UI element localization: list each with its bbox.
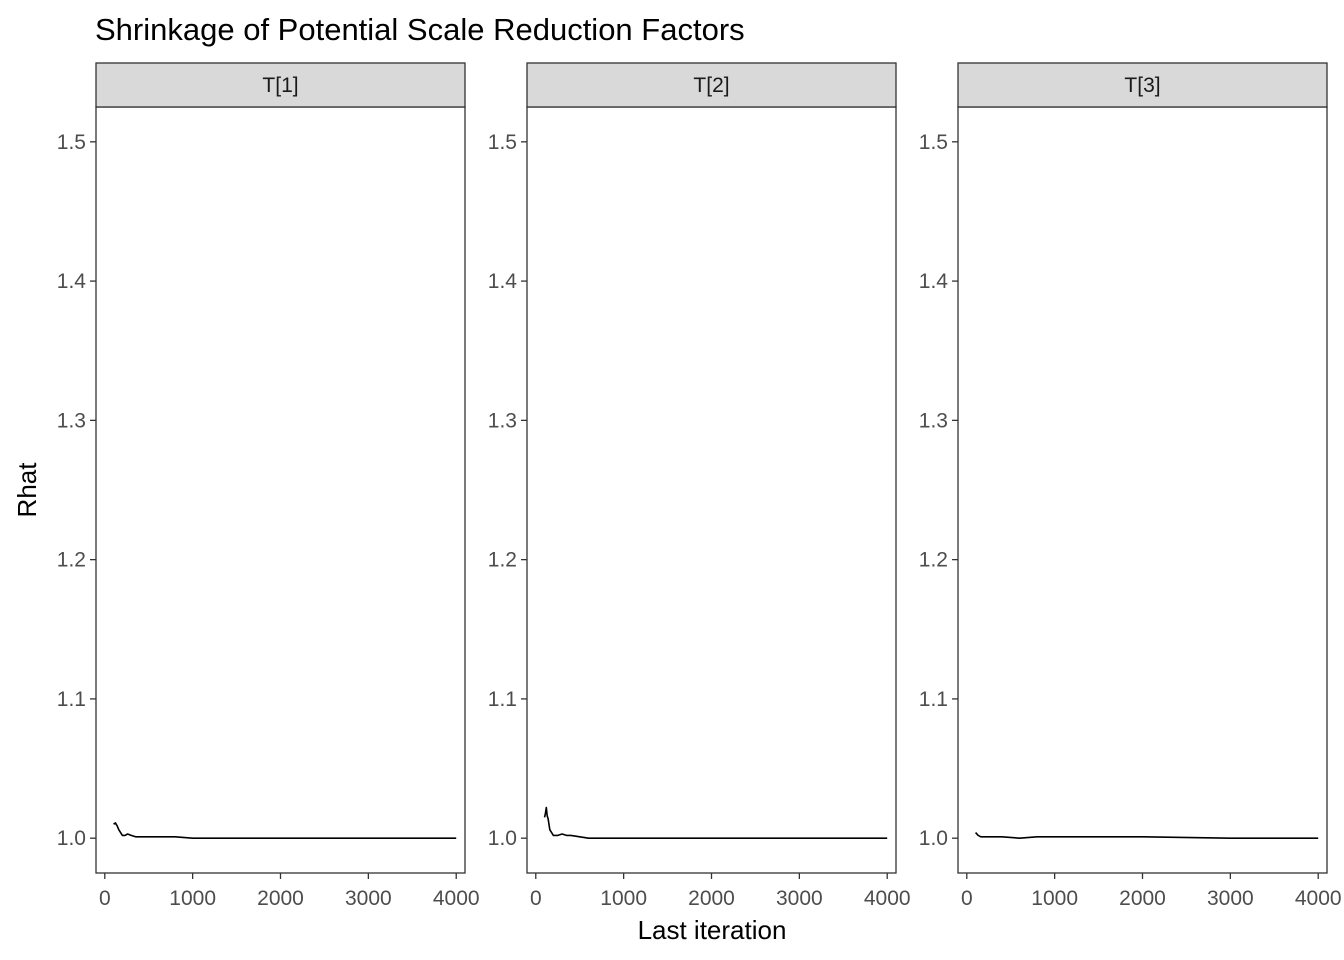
facet-strip [526, 62, 897, 108]
y-tick-label: 1.1 [57, 688, 86, 711]
y-axis-title: Rhat [12, 462, 42, 518]
x-tick-label: 3000 [776, 887, 823, 910]
x-tick-label: 2000 [688, 887, 735, 910]
y-tick-label: 1.3 [919, 409, 948, 432]
y-tick-label: 1.4 [57, 270, 87, 293]
facet-panel-2: T[2] 1.0 1.1 1.2 1.3 1.4 1.5 0 1000 2000 3000 4000 [488, 62, 911, 910]
y-tick-label: 1.2 [488, 549, 517, 572]
x-tick-label: 0 [530, 887, 542, 910]
x-tick-label: 1000 [169, 887, 216, 910]
facet-strip-label: T[1] [262, 74, 298, 97]
y-tick-label: 1.0 [57, 827, 86, 850]
x-tick-label: 0 [961, 887, 973, 910]
facet-strip-label: T[2] [693, 74, 729, 97]
chart-title: Shrinkage of Potential Scale Reduction F… [95, 12, 745, 47]
y-tick-label: 1.1 [919, 688, 948, 711]
x-tick-label: 4000 [1295, 887, 1342, 910]
y-tick-label: 1.4 [919, 270, 949, 293]
panel-border [957, 106, 1328, 874]
y-tick-label: 1.5 [919, 131, 948, 154]
panel-border [95, 106, 466, 874]
y-tick-label: 1.4 [488, 270, 518, 293]
y-tick-label: 1.1 [488, 688, 517, 711]
y-tick-label: 1.5 [57, 131, 86, 154]
panel-border [526, 106, 897, 874]
x-tick-label: 0 [99, 887, 111, 910]
facet-panel-1: T[1] 1.0 1.1 1.2 1.3 1.4 1.5 0 1000 2000 3000 4000 [57, 62, 480, 910]
x-tick-label: 2000 [257, 887, 304, 910]
facet-panel-3: T[3] 1.0 1.1 1.2 1.3 1.4 1.5 0 1000 2000 3000 4000 [919, 62, 1342, 910]
x-tick-label: 1000 [1031, 887, 1078, 910]
y-tick-label: 1.3 [488, 409, 517, 432]
x-tick-label: 3000 [1207, 887, 1254, 910]
y-tick-label: 1.5 [488, 131, 517, 154]
x-tick-label: 4000 [864, 887, 911, 910]
rhat-series-line [974, 832, 1319, 839]
x-axis-title: Last iteration [638, 915, 787, 945]
x-tick-label: 1000 [600, 887, 647, 910]
y-tick-label: 1.2 [57, 549, 86, 572]
facet-strip-label: T[3] [1124, 74, 1160, 97]
y-tick-label: 1.0 [488, 827, 517, 850]
facet-strip [95, 62, 466, 108]
y-tick-label: 1.0 [919, 827, 948, 850]
panels-group: T[1]1.01.11.21.31.41.50 1000 2000 3000 4000T… [57, 62, 1342, 910]
y-tick-label: 1.2 [919, 549, 948, 572]
x-tick-label: 3000 [345, 887, 392, 910]
x-tick-label: 4000 [433, 887, 480, 910]
rhat-series-line [543, 806, 888, 839]
facet-strip [957, 62, 1328, 108]
x-tick-label: 2000 [1119, 887, 1166, 910]
rhat-series-line [113, 822, 457, 839]
y-tick-label: 1.3 [57, 409, 86, 432]
